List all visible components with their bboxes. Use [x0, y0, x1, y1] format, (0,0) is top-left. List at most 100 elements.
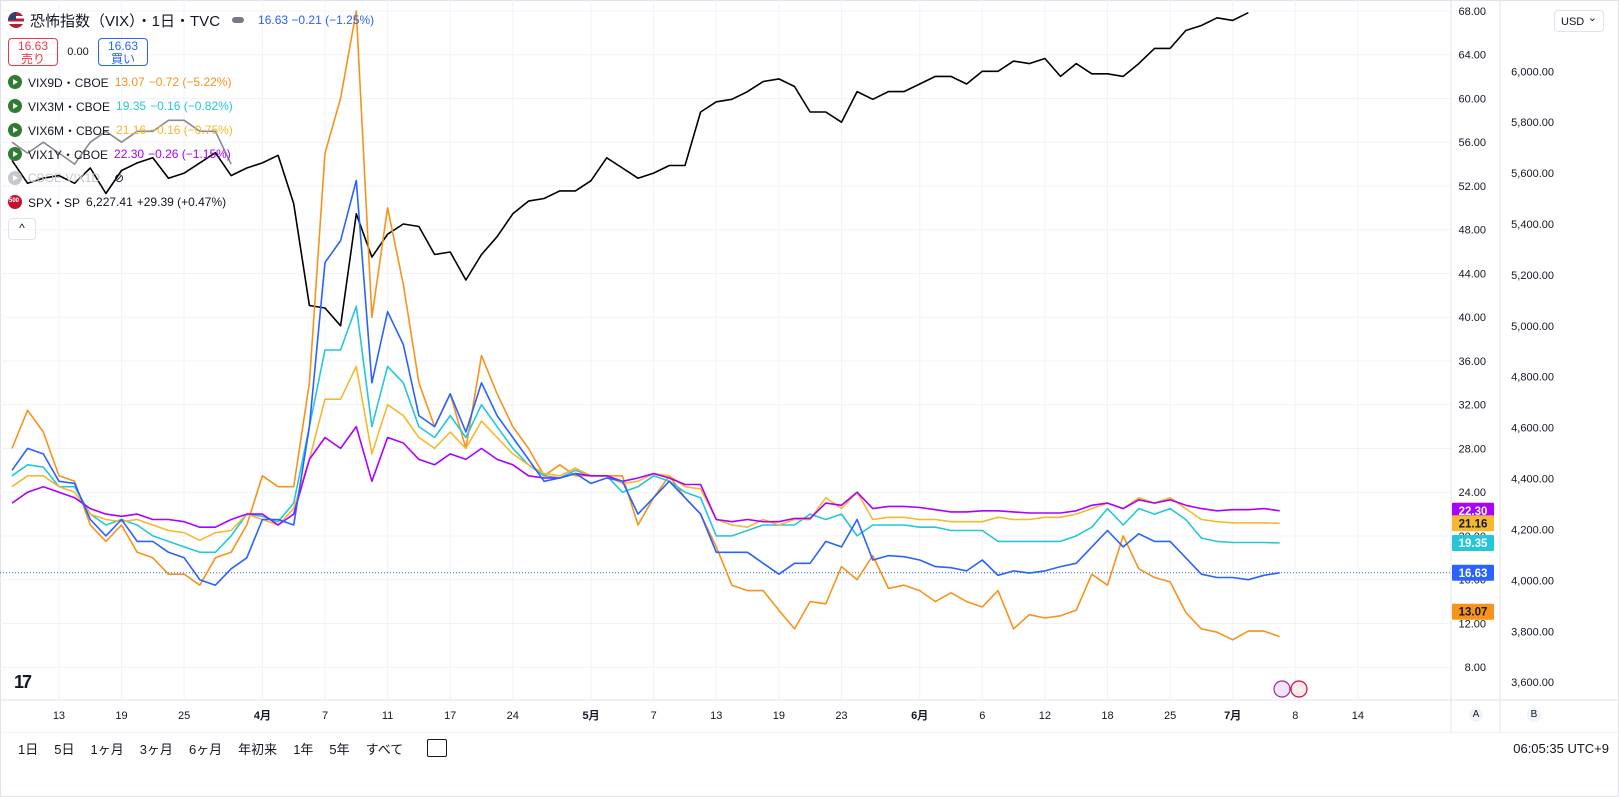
chart-legend: 恐怖指数（VIX）・1日・TVC 16.63 −0.21 (−1.25%) 16… [8, 8, 374, 240]
buy-button[interactable]: 16.63 買い [98, 38, 148, 66]
series-line-spx-sp [11, 11, 1249, 327]
left-tick-label: 48.00 [1458, 225, 1486, 237]
play-icon [8, 147, 22, 161]
right-tick-label: 5,400.00 [1511, 219, 1554, 231]
spx-badge-icon: 500 [8, 195, 22, 209]
right-tick-label: 4,000.00 [1511, 575, 1554, 587]
right-axis-ticks: 3,600.00 3,800.00 4,000.00 4,200.00 4,400.00… [1511, 66, 1554, 689]
price-tag-label: 22.30 [1459, 506, 1488, 518]
right-tick-label: 6,000.00 [1511, 66, 1554, 78]
legend-vix6m[interactable]: VIX6M・CBOE 21.16 −0.16 (−0.75%) [8, 118, 374, 142]
legend-value: 22.30 [114, 147, 145, 161]
x-tick-label: 24 [507, 710, 519, 722]
legend-symbol: VIX6M・CBOE [28, 123, 111, 138]
legend-value: 19.35 [116, 99, 147, 113]
us-flag-icon [8, 12, 24, 28]
legend-change: −0.16 (−0.82%) [150, 99, 233, 113]
status-dot-icon [232, 17, 245, 23]
right-tick-label: 4,400.00 [1511, 474, 1554, 486]
x-tick-label: 8 [1292, 710, 1298, 722]
x-tick-label: 18 [1101, 710, 1113, 722]
series-line-vix-tvc [11, 179, 1280, 587]
x-tick-label: 12 [1039, 710, 1051, 722]
x-tick-label: 25 [178, 710, 190, 722]
right-tick-label: 5,000.00 [1511, 321, 1554, 333]
price-tag-label: 19.35 [1459, 538, 1488, 550]
sell-label: 売り [20, 52, 45, 66]
legend-vix3m[interactable]: VIX3M・CBOE 19.35 −0.16 (−0.82%) [8, 94, 374, 118]
play-icon [8, 75, 22, 89]
left-tick-label: 52.00 [1458, 181, 1486, 193]
series-line-vix3m-cboe [11, 305, 1280, 554]
x-tick-label: 5月 [582, 709, 599, 722]
timeframe-5y[interactable]: 5年 [329, 741, 350, 757]
bolt-event-icon [1273, 680, 1291, 698]
play-icon [8, 123, 22, 137]
timeframe-ytd[interactable]: 年初来 [238, 741, 278, 757]
x-tick-label: 6 [979, 710, 985, 722]
currency-select[interactable]: USD [1554, 7, 1604, 32]
flag-event-icon [1290, 680, 1308, 698]
bottom-toolbar: 1日 5日 1ヶ月 3ヶ月 6ヶ月 年初来 1年 5年 すべて [0, 733, 1619, 763]
legend-vix1d[interactable]: CBOE:VIX1D ⊘ [8, 166, 374, 190]
chart-title: 恐怖指数（VIX）・1日・TVC [30, 12, 221, 30]
timeframe-3m[interactable]: 3ヶ月 [139, 741, 173, 757]
left-tick-label: 32.00 [1458, 400, 1486, 412]
x-tick-label: 14 [1352, 710, 1364, 722]
right-tick-label: 5,200.00 [1511, 270, 1554, 282]
legend-symbol: SPX・SP [28, 195, 81, 210]
series-line-cboe-vix1d [11, 119, 232, 165]
legend-change: −0.26 (−1.15%) [148, 147, 231, 161]
x-tick-label: 25 [1164, 710, 1176, 722]
eye-hidden-icon[interactable]: ⊘ [114, 171, 125, 185]
x-tick-label: 7 [322, 710, 328, 722]
x-tick-label: 13 [53, 710, 65, 722]
x-tick-label: 19 [773, 710, 785, 722]
sell-button[interactable]: 16.63 売り [8, 38, 58, 66]
x-tick-label: 23 [835, 710, 847, 722]
price-tag-bg [1452, 515, 1494, 532]
collapse-legend-button[interactable]: ^ [8, 218, 36, 240]
legend-vix9d[interactable]: VIX9D・CBOE 13.07 −0.72 (−5.22%) [8, 70, 374, 94]
left-tick-label: 68.00 [1458, 6, 1486, 18]
timeframe-1d[interactable]: 1日 [18, 741, 39, 757]
x-axis-ticks: 13 19 25 4月 7 11 17 24 5月 7 13 19 23 6月 6 12 18 25 7月 8 14 [53, 709, 1364, 722]
timeframe-6m[interactable]: 6ヶ月 [188, 741, 223, 757]
legend-spx[interactable]: 500 SPX・SP 6,227.41 +29.39 (+0.47%) [8, 190, 374, 214]
left-tick-label: 24.00 [1458, 487, 1486, 499]
legend-symbol: CBOE:VIX1D [28, 171, 101, 185]
tradingview-logo: 17 [14, 672, 32, 692]
timeframe-1m[interactable]: 1ヶ月 [90, 741, 124, 757]
legend-symbol: VIX9D・CBOE [28, 75, 109, 90]
timeframe-5d[interactable]: 5日 [54, 741, 75, 757]
sell-price: 16.63 [17, 39, 49, 53]
price-tag-label: 13.07 [1459, 607, 1488, 619]
axis-lines [0, 0, 1619, 733]
left-tick-label: 56.00 [1458, 137, 1486, 149]
timeframe-1y[interactable]: 1年 [293, 741, 314, 757]
x-tick-label: 13 [710, 710, 722, 722]
legend-main[interactable]: 恐怖指数（VIX）・1日・TVC 16.63 −0.21 (−1.25%) [8, 8, 374, 32]
spread-value: 0.00 [67, 46, 89, 58]
x-tick-label: 6月 [911, 709, 928, 722]
log-scale-button[interactable]: B [1527, 708, 1541, 722]
clock[interactable]: 06:05:35 UTC+9 [1513, 741, 1609, 756]
legend-change: −0.16 (−0.75%) [150, 123, 233, 137]
right-tick-label: 3,600.00 [1511, 677, 1554, 689]
calendar-icon[interactable] [427, 739, 448, 757]
chart-plot[interactable]: 8.0012.0016.0020.0024.0028.0032.0036.004… [0, 0, 1619, 733]
buy-price: 16.63 [107, 39, 139, 53]
legend-change: +29.39 (+0.47%) [136, 195, 227, 209]
legend-value: 13.07 [114, 75, 145, 89]
price-tag-label: 21.16 [1459, 518, 1488, 530]
series-line-vix6m-cboe [11, 365, 1280, 542]
auto-scale-button[interactable]: A [1469, 708, 1483, 722]
timeframe-all[interactable]: すべて [365, 741, 404, 757]
series-line-vix9d-cboe [11, 10, 1280, 641]
series-line-vix1y-cboe [11, 425, 1280, 529]
price-tag-bg [1452, 502, 1494, 519]
series-layer [11, 10, 1280, 641]
legend-vix1y[interactable]: VIX1Y・CBOE 22.30 −0.26 (−1.15%) [8, 142, 374, 166]
left-tick-label: 60.00 [1458, 93, 1486, 105]
right-tick-label: 4,600.00 [1511, 423, 1554, 435]
